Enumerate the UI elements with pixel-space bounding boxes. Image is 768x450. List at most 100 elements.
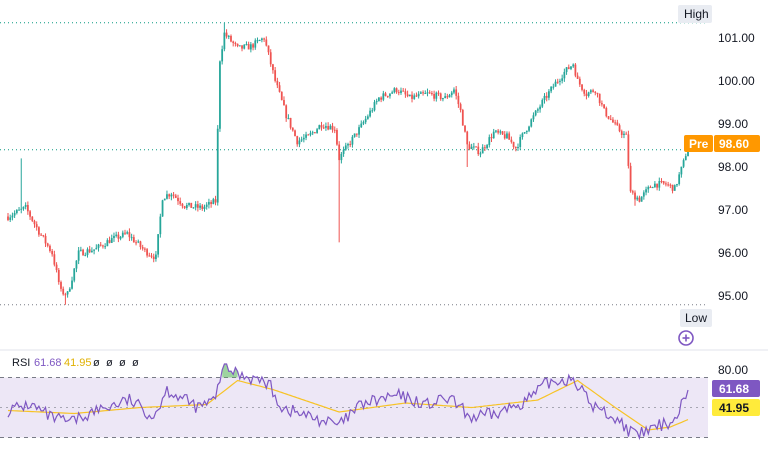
candle-body <box>260 38 263 41</box>
candle-body <box>360 123 363 128</box>
high-label: High <box>684 7 709 21</box>
candle-body <box>71 280 73 289</box>
candle-body <box>495 130 497 132</box>
candle-body <box>528 126 530 131</box>
candle-body <box>373 102 376 111</box>
candle-body <box>267 45 270 53</box>
candle-body <box>636 197 639 200</box>
candle-body <box>545 95 548 98</box>
candle-body <box>265 39 268 46</box>
candle-body <box>563 71 566 79</box>
candle-body <box>53 254 56 265</box>
candle-body <box>300 139 303 141</box>
candle-body <box>651 187 654 189</box>
rsi-title[interactable]: RSI <box>12 357 30 369</box>
price-tick-label: 97.00 <box>718 203 748 217</box>
candle-body <box>596 92 599 94</box>
candle-body <box>411 94 413 99</box>
candle-body <box>600 103 603 105</box>
candle-body <box>442 98 444 100</box>
candle-body <box>667 184 670 186</box>
candle-body <box>57 269 60 283</box>
candle-body <box>481 147 484 154</box>
candle-body <box>183 206 186 209</box>
rsi-value-1: 61.68 <box>34 357 62 369</box>
candle-body <box>143 248 146 250</box>
candle-body <box>369 110 371 117</box>
candle-body <box>318 125 321 130</box>
candle-body <box>179 201 182 204</box>
candle-body <box>428 92 431 94</box>
candle-body <box>241 45 243 49</box>
candle-body <box>77 250 80 261</box>
price-tick-label: 99.00 <box>718 117 748 131</box>
candle-body <box>349 144 352 146</box>
candle-body <box>510 139 513 142</box>
candle-body <box>656 183 658 188</box>
candle-body <box>249 44 252 50</box>
candle-body <box>406 94 409 97</box>
candle-body <box>278 85 281 92</box>
candle-body <box>605 107 608 117</box>
candlestick-series <box>7 22 689 305</box>
candle-body <box>272 64 274 71</box>
candle-body <box>234 42 237 44</box>
candle-body <box>587 92 590 96</box>
candle-body <box>382 93 385 100</box>
candle-body <box>351 136 354 145</box>
candle-body <box>305 134 307 138</box>
candle-body <box>362 122 365 124</box>
candle-body <box>422 92 424 94</box>
candle-body <box>426 92 429 94</box>
candle-body <box>592 90 594 92</box>
candle-body <box>210 202 213 205</box>
candle-body <box>437 92 440 94</box>
candle-body <box>311 132 314 134</box>
candle-body <box>236 43 239 46</box>
candle-body <box>614 122 617 124</box>
candle-body <box>446 96 449 98</box>
candle-body <box>642 192 645 197</box>
candle-body <box>66 291 69 295</box>
candle-body <box>631 191 634 193</box>
candle-body <box>536 109 539 111</box>
candle-body <box>649 186 652 188</box>
candle-body <box>214 199 217 203</box>
candle-body <box>402 90 405 92</box>
rsi-ma-badge <box>712 399 760 416</box>
candle-body <box>607 116 610 119</box>
candle-body <box>97 244 100 248</box>
candle-body <box>177 197 179 202</box>
candle-body <box>548 91 550 98</box>
candle-body <box>230 35 232 42</box>
candle-body <box>15 210 18 213</box>
candle-body <box>629 165 632 192</box>
candle-body <box>203 206 206 209</box>
candle-body <box>680 166 683 175</box>
candle-body <box>9 217 12 220</box>
candle-body <box>150 255 153 257</box>
candle-body <box>166 194 168 199</box>
candle-body <box>113 235 115 239</box>
candle-body <box>490 137 493 139</box>
low-label-box <box>680 309 712 327</box>
candle-body <box>196 204 199 208</box>
candle-body <box>287 117 290 119</box>
candle-body <box>298 140 301 145</box>
pre-badge-label: Pre <box>689 137 709 151</box>
plus-circle-icon[interactable] <box>678 330 694 346</box>
candle-body <box>620 131 623 135</box>
pre-badge <box>684 135 713 152</box>
rsi-axis-label: 80.00 <box>718 363 748 377</box>
candle-body <box>371 110 374 112</box>
candle-body <box>68 288 71 292</box>
candle-body <box>194 204 197 208</box>
candle-body <box>208 202 210 205</box>
candle-body <box>552 86 555 88</box>
candle-body <box>384 93 387 96</box>
candle-body <box>232 41 235 43</box>
rsi-value-badge <box>712 380 760 397</box>
candle-body <box>514 146 517 149</box>
candle-body <box>285 105 288 119</box>
